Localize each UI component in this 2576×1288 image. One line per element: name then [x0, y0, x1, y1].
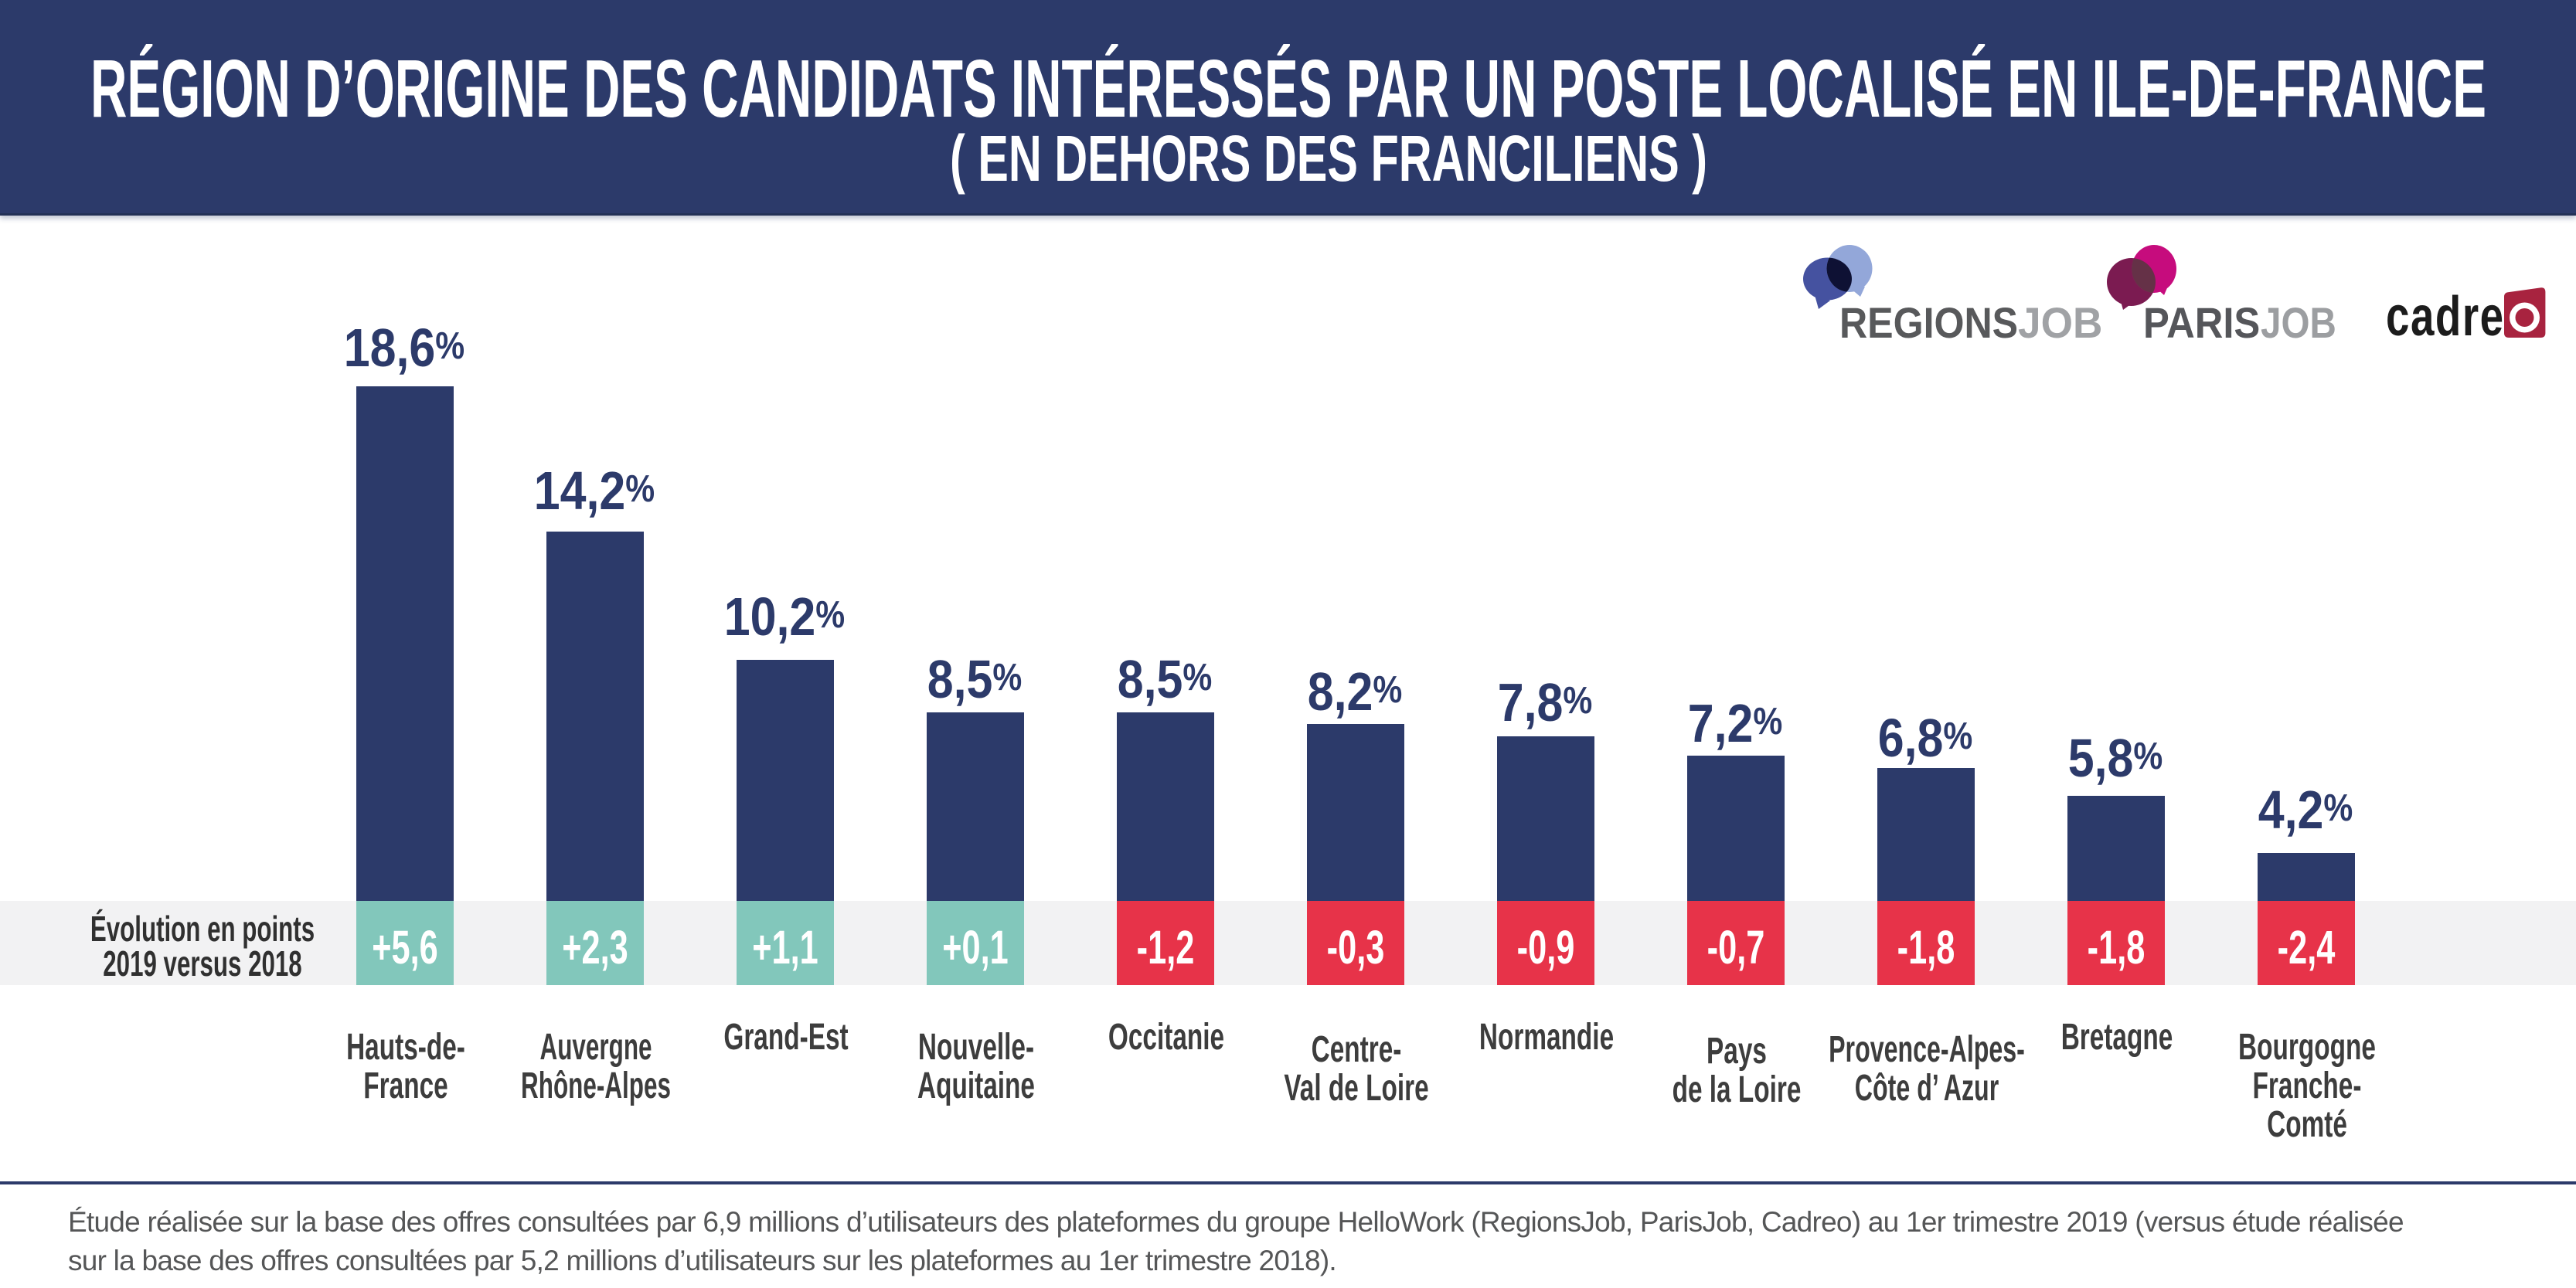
svg-text:JOB: JOB	[2261, 299, 2336, 347]
svg-text:REGIONS: REGIONS	[1839, 299, 2018, 347]
svg-text:PARIS: PARIS	[2143, 300, 2260, 348]
svg-text:JOB: JOB	[2018, 299, 2102, 348]
svg-text:cadre: cadre	[2386, 285, 2505, 348]
